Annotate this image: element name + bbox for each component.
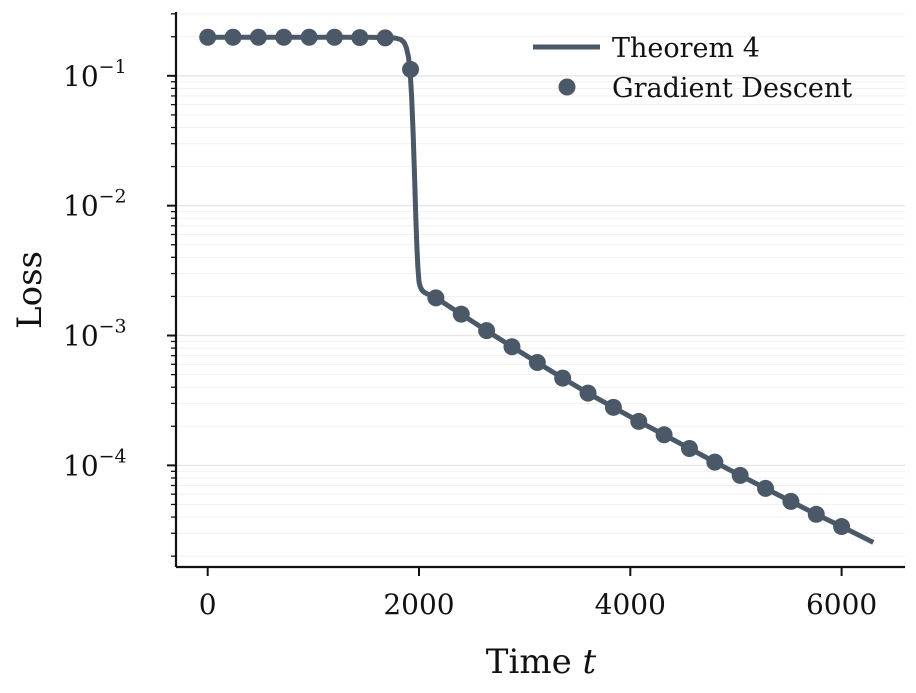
data-point-gradient-descent bbox=[351, 29, 369, 47]
data-point-gradient-descent bbox=[402, 60, 420, 78]
data-point-gradient-descent bbox=[579, 384, 597, 402]
data-point-gradient-descent bbox=[452, 305, 470, 323]
data-point-gradient-descent bbox=[680, 439, 698, 457]
x-tick-label: 0 bbox=[199, 588, 217, 621]
x-tick-label: 6000 bbox=[806, 588, 877, 621]
data-point-gradient-descent bbox=[300, 28, 318, 46]
data-point-gradient-descent bbox=[833, 518, 851, 536]
data-point-gradient-descent bbox=[604, 398, 622, 416]
y-axis-title: Loss bbox=[10, 251, 50, 329]
data-point-gradient-descent bbox=[376, 29, 394, 47]
data-point-gradient-descent bbox=[706, 453, 724, 471]
data-point-gradient-descent bbox=[528, 353, 546, 371]
plot-series bbox=[199, 28, 875, 545]
series-line-theorem-4 bbox=[207, 34, 875, 545]
x-axis-title: Time t bbox=[486, 642, 597, 682]
data-point-gradient-descent bbox=[630, 412, 648, 430]
legend: Theorem 4 Gradient Descent bbox=[533, 33, 852, 104]
data-point-gradient-descent bbox=[224, 28, 242, 46]
y-tick-label: 10−4 bbox=[63, 445, 127, 482]
legend-label-gradient-descent: Gradient Descent bbox=[612, 73, 852, 104]
data-point-gradient-descent bbox=[503, 338, 521, 356]
x-tick-label: 2000 bbox=[383, 588, 454, 621]
x-tick-label: 4000 bbox=[595, 588, 666, 621]
data-point-gradient-descent bbox=[325, 28, 343, 46]
y-tick-label: 10−1 bbox=[63, 56, 127, 93]
data-point-gradient-descent bbox=[554, 369, 572, 387]
data-point-gradient-descent bbox=[275, 28, 293, 46]
legend-marker-swatch bbox=[558, 78, 576, 96]
axis-ticks: 10−1 10−2 10−3 10−4 0 2000 4000 6000 bbox=[63, 13, 877, 621]
data-point-gradient-descent bbox=[757, 479, 775, 497]
data-point-gradient-descent bbox=[807, 505, 825, 523]
data-point-gradient-descent bbox=[427, 289, 445, 307]
data-point-gradient-descent bbox=[249, 28, 267, 46]
data-point-gradient-descent bbox=[655, 426, 673, 444]
y-tick-label: 10−2 bbox=[63, 186, 127, 223]
legend-label-theorem: Theorem 4 bbox=[612, 33, 760, 64]
y-tick-label: 10−3 bbox=[63, 316, 127, 353]
data-point-gradient-descent bbox=[731, 466, 749, 484]
data-point-gradient-descent bbox=[478, 322, 496, 340]
data-point-gradient-descent bbox=[782, 492, 800, 510]
data-point-gradient-descent bbox=[199, 28, 217, 46]
